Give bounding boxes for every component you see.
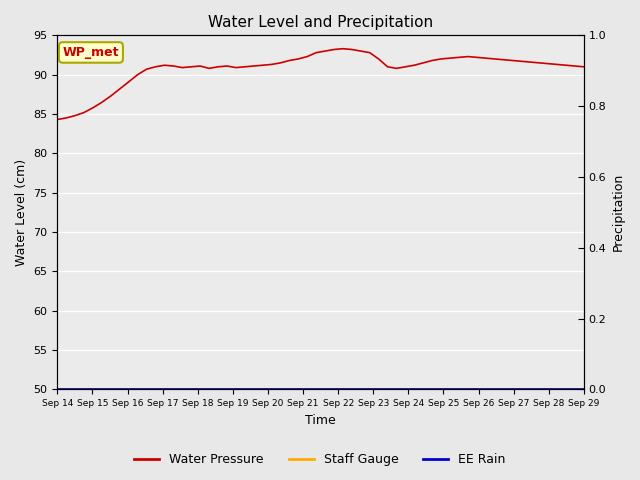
Y-axis label: Precipitation: Precipitation	[612, 173, 625, 252]
Legend: Water Pressure, Staff Gauge, EE Rain: Water Pressure, Staff Gauge, EE Rain	[129, 448, 511, 471]
Y-axis label: Water Level (cm): Water Level (cm)	[15, 159, 28, 266]
X-axis label: Time: Time	[305, 414, 336, 427]
Text: WP_met: WP_met	[63, 46, 119, 59]
Title: Water Level and Precipitation: Water Level and Precipitation	[208, 15, 433, 30]
